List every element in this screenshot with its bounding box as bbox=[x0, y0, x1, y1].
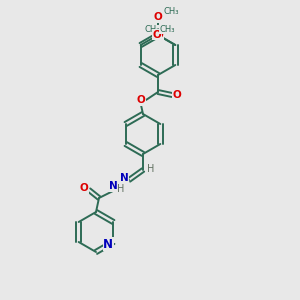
Text: O: O bbox=[172, 90, 182, 100]
Text: N: N bbox=[109, 181, 117, 191]
Text: CH₃: CH₃ bbox=[144, 25, 160, 34]
Text: H: H bbox=[147, 164, 155, 174]
Text: O: O bbox=[155, 29, 164, 40]
Text: O: O bbox=[154, 12, 162, 22]
Text: O: O bbox=[152, 29, 161, 40]
Text: O: O bbox=[80, 183, 88, 193]
Text: O: O bbox=[136, 95, 146, 105]
Text: CH₃: CH₃ bbox=[163, 7, 178, 16]
Text: H: H bbox=[117, 184, 125, 194]
Text: N: N bbox=[120, 173, 128, 183]
Text: CH₃: CH₃ bbox=[160, 25, 175, 34]
Text: N: N bbox=[103, 238, 113, 250]
